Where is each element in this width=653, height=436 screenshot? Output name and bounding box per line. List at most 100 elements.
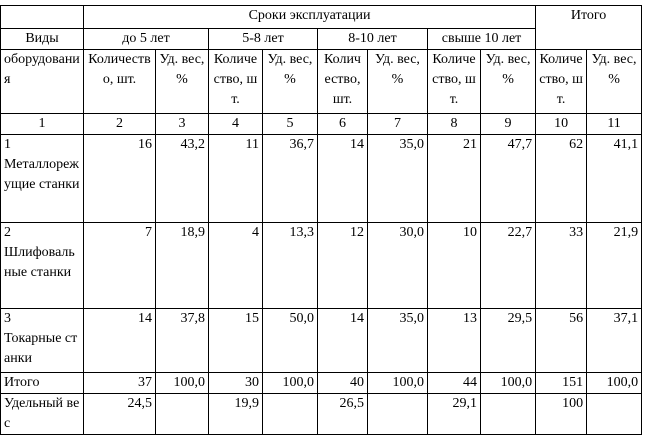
- kind-header: оборудования: [0, 49, 84, 114]
- period-header: 8-10 лет: [317, 28, 428, 50]
- subheader: Количество, шт.: [83, 49, 156, 114]
- value-cell: 29,1: [427, 393, 481, 435]
- period-header: свыше 10 лет: [426, 28, 537, 50]
- value-cell: 37,8: [155, 308, 209, 373]
- equipment-table: Сроки эксплуатации Итого Виды до 5 лет 5-8 л…: [0, 5, 643, 435]
- subheader: Уд. вес, %: [586, 49, 643, 114]
- column-number: 4: [208, 113, 263, 135]
- value-cell: 29,5: [479, 308, 537, 373]
- period-header: до 5 лет: [83, 28, 209, 50]
- column-number: 9: [479, 113, 537, 135]
- subheader: Количество, шт.: [427, 49, 481, 114]
- value-cell: 35,0: [367, 134, 428, 223]
- row-number: 1: [4, 137, 11, 152]
- value-cell: 16: [83, 134, 156, 223]
- subheader: Уд. вес, %: [479, 49, 537, 114]
- row-number: 2: [4, 225, 11, 240]
- value-cell: 100: [535, 393, 588, 435]
- value-cell: [367, 393, 428, 435]
- row-label: 2 Шлифовальные станки: [0, 222, 84, 309]
- value-cell: 18,9: [155, 222, 209, 309]
- column-number: 11: [586, 113, 643, 135]
- column-number: 1: [0, 113, 84, 135]
- column-number: 8: [427, 113, 481, 135]
- value-cell: 21: [427, 134, 481, 223]
- column-number: 7: [367, 113, 428, 135]
- value-cell: 11: [208, 134, 263, 223]
- row-label: Удельный вес: [0, 393, 84, 435]
- row-name: Металлорежущие станки: [4, 157, 80, 192]
- value-cell: 100,0: [479, 372, 537, 394]
- period-header: 5-8 лет: [208, 28, 318, 50]
- row-name: Шлифовальные станки: [4, 245, 75, 280]
- value-cell: 30: [208, 372, 263, 394]
- value-cell: 14: [317, 308, 368, 373]
- column-number: 2: [83, 113, 156, 135]
- table-row: 1 2 3 4 5 6 7 8 9 10 11: [0, 113, 643, 135]
- value-cell: 50,0: [262, 308, 318, 373]
- column-number: 6: [317, 113, 368, 135]
- value-cell: 100,0: [367, 372, 428, 394]
- value-cell: 26,5: [317, 393, 368, 435]
- value-cell: 12: [317, 222, 368, 309]
- subheader: Уд. вес, %: [155, 49, 209, 114]
- value-cell: 14: [83, 308, 156, 373]
- value-cell: 100,0: [155, 372, 209, 394]
- value-cell: 22,7: [479, 222, 537, 309]
- table-row: 2 Шлифовальные станки 7 18,9 4 13,3 12 30,0 10 22…: [0, 222, 643, 309]
- value-cell: 47,7: [479, 134, 537, 223]
- value-cell: [155, 393, 209, 435]
- row-label: Итого: [0, 372, 84, 394]
- subheader: Уд. вес, %: [367, 49, 428, 114]
- subheader: Количество, шт.: [317, 49, 368, 114]
- row-label: 3 Токарные станки: [0, 308, 84, 373]
- row-name: Удельный вес: [4, 396, 80, 431]
- value-cell: 10: [427, 222, 481, 309]
- value-cell: 30,0: [367, 222, 428, 309]
- row-number: 3: [4, 311, 11, 326]
- value-cell: 151: [535, 372, 588, 394]
- row-name: Токарные станки: [4, 331, 78, 366]
- column-number: 5: [262, 113, 318, 135]
- column-number: 3: [155, 113, 209, 135]
- value-cell: 41,1: [586, 134, 643, 223]
- row-name: Итого: [4, 375, 40, 390]
- value-cell: 43,2: [155, 134, 209, 223]
- total-header: Итого: [535, 5, 643, 50]
- value-cell: 33: [535, 222, 588, 309]
- value-cell: 13: [427, 308, 481, 373]
- value-cell: 21,9: [586, 222, 643, 309]
- value-cell: 100,0: [586, 372, 643, 394]
- value-cell: 36,7: [262, 134, 318, 223]
- value-cell: 13,3: [262, 222, 318, 309]
- value-cell: 40: [317, 372, 368, 394]
- kind-header: Виды: [0, 28, 84, 50]
- subheader: Уд. вес, %: [262, 49, 318, 114]
- table-row: Итого 37 100,0 30 100,0 40 100,0 44 100,0 151 100,…: [0, 372, 643, 394]
- value-cell: 14: [317, 134, 368, 223]
- value-cell: 37: [83, 372, 156, 394]
- value-cell: 19,9: [208, 393, 263, 435]
- value-cell: [479, 393, 537, 435]
- table-row: Виды до 5 лет 5-8 лет 8-10 лет свыше 10 лет: [0, 28, 642, 50]
- group-title: Сроки эксплуатации: [82, 5, 537, 29]
- value-cell: 56: [535, 308, 588, 373]
- table-row: 3 Токарные станки 14 37,8 15 50,0 14 35,0 13 29,5…: [0, 308, 643, 373]
- value-cell: [586, 393, 643, 435]
- value-cell: 7: [83, 222, 156, 309]
- value-cell: 62: [535, 134, 588, 223]
- table-body: Сроки эксплуатации Итого Виды до 5 лет 5-8 л…: [0, 5, 643, 435]
- table-row: Сроки эксплуатации Итого: [0, 5, 643, 50]
- value-cell: 24,5: [83, 393, 156, 435]
- value-cell: 44: [427, 372, 481, 394]
- value-cell: [262, 393, 318, 435]
- subheader: Количество, шт.: [208, 49, 263, 114]
- subheader: Количество, шт.: [535, 49, 588, 114]
- empty-cell: [0, 5, 84, 29]
- value-cell: 4: [208, 222, 263, 309]
- value-cell: 100,0: [262, 372, 318, 394]
- value-cell: 15: [208, 308, 263, 373]
- row-label: 1 Металлорежущие станки: [0, 134, 84, 223]
- table-row: Удельный вес 24,5 19,9 26,5 29,1 100: [0, 393, 643, 435]
- value-cell: 35,0: [367, 308, 428, 373]
